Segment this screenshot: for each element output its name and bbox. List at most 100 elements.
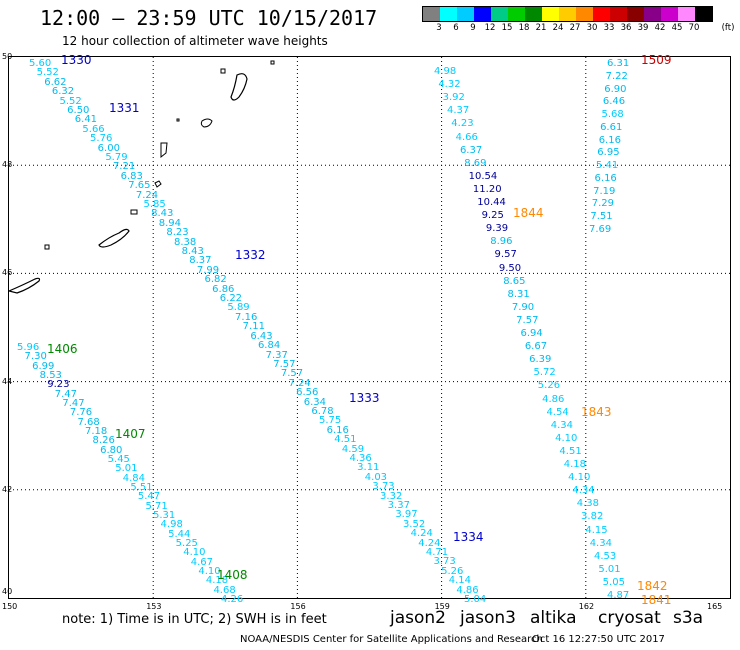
legend-unit: (ft) — [721, 23, 735, 33]
wave-height-label: 7.21 — [112, 161, 136, 173]
wave-height-label: 4.10 — [568, 472, 591, 484]
wave-height-label: 5.45 — [107, 454, 130, 465]
x-tick-label: 162 — [578, 602, 595, 611]
legend-swatch — [491, 7, 508, 21]
legend-swatch — [440, 7, 457, 21]
wave-height-label: 4.10 — [198, 566, 221, 577]
wave-height-label: 6.41 — [74, 114, 98, 126]
wave-height-label: 7.69 — [589, 224, 612, 235]
wave-height-label: 4.32 — [438, 79, 461, 91]
wave-height-label: 4.37 — [446, 105, 470, 117]
wave-height-label: 7.47 — [62, 398, 85, 409]
legend-swatch — [508, 7, 525, 21]
track-label: 1843 — [581, 405, 612, 419]
y-tick-label: 42 — [2, 484, 13, 494]
wave-height-label: 6.56 — [296, 387, 319, 399]
map-grid — [9, 57, 730, 598]
wave-height-label: 4.67 — [190, 556, 214, 568]
wave-height-label: 5.75 — [319, 415, 342, 427]
wave-height-label: 7.29 — [591, 198, 615, 210]
legend-tick-label: 42 — [654, 23, 666, 33]
island-5 — [154, 180, 162, 188]
track-label: 1406 — [47, 342, 78, 356]
credit-line: NOAA/NESDIS Center for Satellite Applica… — [240, 634, 543, 645]
legend-jason2: jason2 — [390, 608, 446, 628]
page-subtitle: 12 hour collection of altimeter wave hei… — [62, 34, 328, 48]
wave-height-label: 7.90 — [511, 301, 535, 313]
wave-height-label: 7.47 — [54, 388, 78, 400]
legend-tick-label: 45 — [671, 23, 683, 33]
wave-height-label: 7.19 — [593, 185, 616, 197]
x-tick-label: 156 — [290, 602, 306, 611]
page-title: 12:00 – 23:59 UTC 10/15/2017 — [40, 6, 378, 30]
island-6 — [98, 228, 130, 248]
track-label: 1408 — [217, 568, 248, 582]
wave-height-label: 6.61 — [600, 121, 623, 133]
wave-height-label: 5.31 — [153, 510, 176, 521]
wave-height-label: 4.98 — [434, 66, 457, 77]
color-legend — [422, 6, 713, 22]
y-tick-label: 50 — [2, 52, 13, 61]
wave-height-label: 3.73 — [372, 481, 395, 493]
wave-height-label: 6.31 — [607, 58, 630, 69]
wave-height-label: 5.26 — [441, 565, 464, 577]
wave-height-label: 8.38 — [174, 236, 197, 248]
wave-height-label: 6.62 — [44, 76, 67, 88]
wave-height-label: 6.39 — [529, 354, 552, 366]
wave-height-label: 8.23 — [166, 227, 189, 239]
wave-height-label: 5.71 — [145, 500, 168, 512]
track-label: 1841 — [641, 593, 672, 607]
wave-height-label: 4.34 — [550, 419, 574, 431]
wave-height-label: 6.82 — [204, 274, 227, 286]
legend-swatch — [542, 7, 559, 21]
wave-height-label: 5.60 — [29, 58, 52, 69]
wave-height-label: 7.99 — [196, 264, 220, 276]
island-8 — [44, 244, 50, 250]
legend-swatch — [695, 7, 712, 21]
wave-height-label: 5.72 — [533, 367, 556, 379]
wave-height-label: 7.30 — [24, 351, 47, 363]
wave-height-label: 6.32 — [51, 86, 75, 98]
wave-height-label: 7.24 — [135, 189, 159, 201]
wave-height-label: 6.83 — [120, 170, 143, 182]
y-tick-label: 46 — [2, 268, 13, 278]
wave-height-label: 6.90 — [604, 83, 627, 95]
wave-height-label: 7.57 — [280, 368, 304, 380]
wave-height-label: 7.57 — [273, 358, 296, 370]
wave-height-label: 5.04 — [464, 594, 487, 605]
wave-height-label: 4.59 — [341, 443, 365, 455]
wave-height-label: 4.34 — [589, 537, 612, 549]
track-label: 1509 — [641, 53, 672, 67]
wave-height-label: 4.38 — [576, 498, 599, 510]
legend-swatch — [610, 7, 627, 21]
track-label: 1842 — [637, 579, 668, 593]
wave-height-label: 5.47 — [137, 491, 161, 503]
wave-height-label: 4.87 — [607, 590, 630, 601]
wave-height-label: 4.68 — [213, 584, 236, 596]
legend-jason3: jason3 — [460, 608, 516, 628]
wave-height-label: 6.22 — [219, 293, 243, 305]
track-label: 1330 — [61, 53, 92, 67]
wave-height-label: 3.32 — [380, 490, 403, 502]
legend-tick-label: 70 — [688, 23, 700, 33]
track-label: 1332 — [235, 248, 266, 262]
wave-height-label: 7.11 — [242, 321, 265, 333]
wave-height-label: 5.79 — [105, 152, 128, 164]
wave-height-label: 5.01 — [598, 563, 621, 575]
wave-height-label: 6.95 — [597, 147, 620, 159]
legend-tick-label: 18 — [518, 23, 530, 33]
wave-height-label: 5.51 — [130, 482, 153, 493]
wave-height-label: 11.20 — [472, 183, 502, 195]
legend-altika: altika — [530, 608, 577, 628]
wave-height-label: 3.52 — [402, 518, 426, 530]
wave-height-label: 7.37 — [265, 349, 288, 361]
wave-height-label: 5.89 — [227, 302, 250, 314]
wave-height-label: 4.10 — [555, 432, 578, 444]
legend-swatch — [644, 7, 661, 21]
wave-height-label: 4.54 — [546, 406, 569, 418]
wave-height-label: 4.84 — [122, 472, 146, 484]
island-3 — [200, 118, 213, 128]
wave-height-label: 4.10 — [183, 547, 206, 559]
legend-swatch — [423, 7, 440, 21]
legend-tick-label: 15 — [501, 23, 513, 33]
